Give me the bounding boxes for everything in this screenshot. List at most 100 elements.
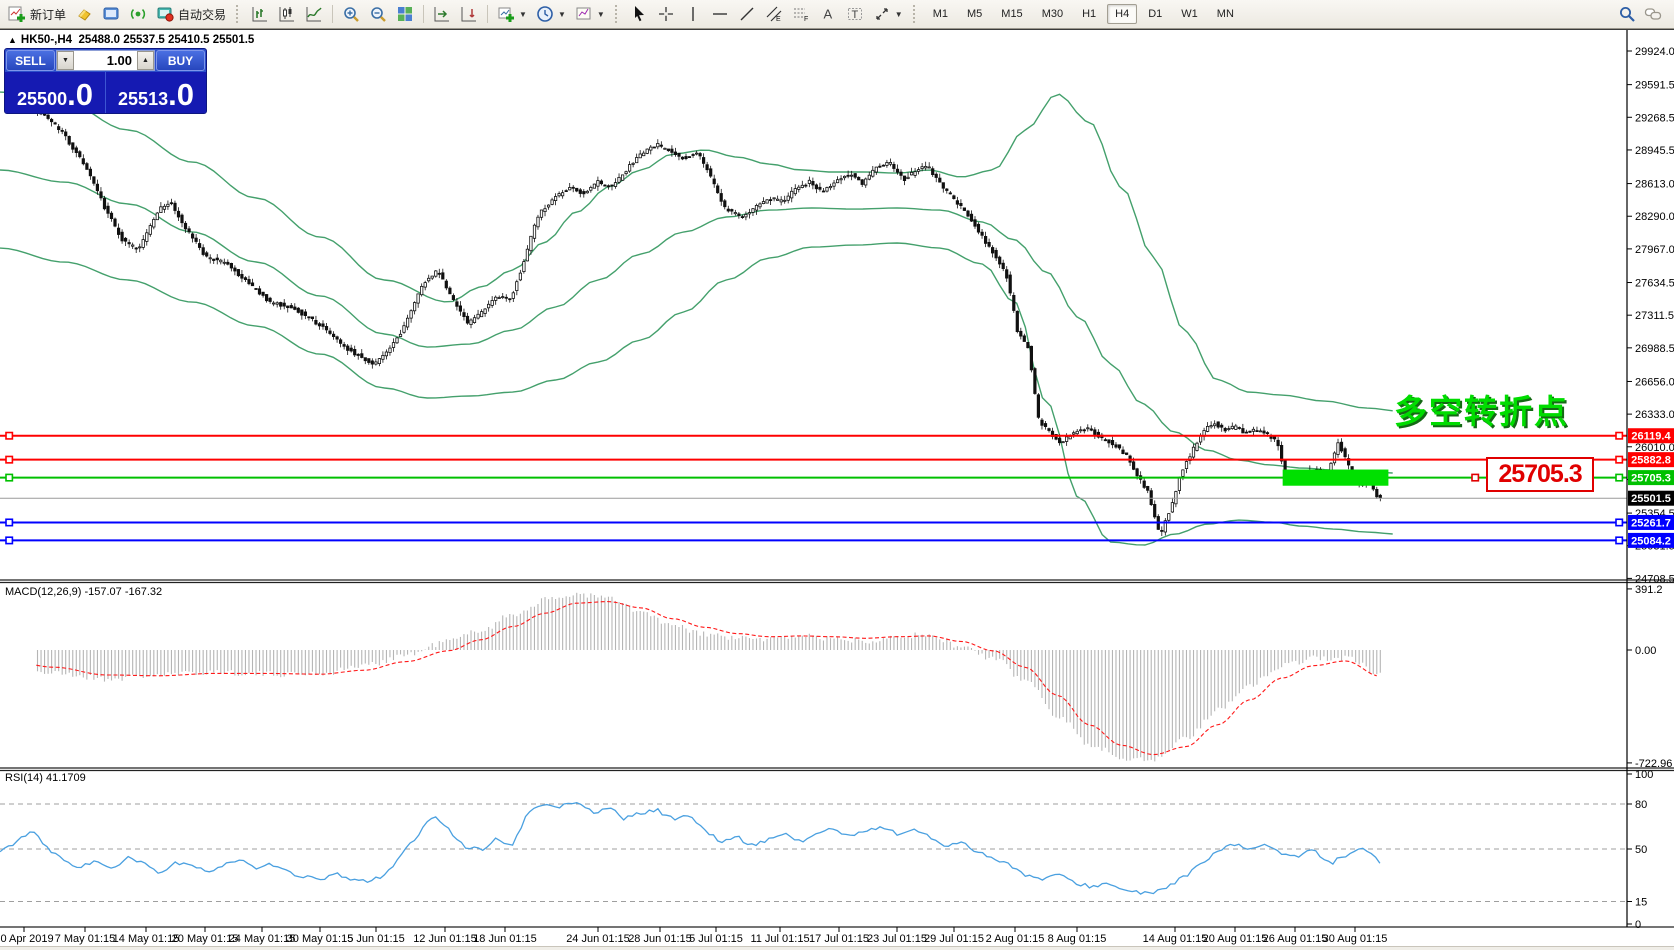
volume-stepper: ▼ 1.00 ▲ [56, 50, 155, 71]
axis-tick-label: 24708.5 [1635, 573, 1674, 585]
gold-icon [78, 9, 91, 21]
time-axis-label: 24 Jun 01:15 [566, 933, 630, 945]
autoscroll-icon [461, 7, 477, 22]
gold-button[interactable] [71, 2, 97, 26]
volume-value[interactable]: 1.00 [106, 53, 132, 68]
timeframe-w1[interactable]: W1 [1181, 8, 1198, 20]
timeframe-m1[interactable]: M1 [932, 8, 948, 20]
candlestick-button[interactable] [274, 2, 300, 26]
tile-windows-icon [398, 7, 413, 21]
autotrading-button[interactable]: 自动交易 [152, 2, 230, 26]
autoscroll-button[interactable] [456, 2, 482, 26]
pane-separators [0, 579, 1674, 928]
rsi-line [0, 802, 1381, 895]
timeframe-h4[interactable]: H4 [1107, 4, 1138, 24]
line-handle[interactable] [5, 455, 14, 464]
buy-button[interactable]: BUY [156, 50, 205, 71]
sell-price[interactable]: 25500.0 [5, 72, 105, 113]
timeframe-m30[interactable]: M30 [1041, 8, 1064, 20]
cursor-icon [634, 6, 644, 22]
tile-windows-button[interactable] [392, 2, 418, 26]
chart-type-group [247, 2, 327, 26]
text-icon: A [823, 7, 832, 22]
price-label-box [1628, 514, 1674, 530]
line-chart-button[interactable] [301, 2, 327, 26]
axis-tick-label: 27311.5 [1635, 310, 1674, 322]
text-button[interactable]: A [815, 2, 841, 26]
chat-icon[interactable] [1644, 5, 1662, 23]
toolbar-grip[interactable] [614, 5, 622, 23]
autotrading-icon [157, 7, 174, 22]
timeframe-m5[interactable]: M5 [967, 8, 983, 20]
buy-price[interactable]: 25513.0 [106, 72, 206, 113]
text-label-icon: T [847, 8, 862, 21]
sell-button[interactable]: SELL [6, 50, 55, 71]
zoom-out-button[interactable] [365, 2, 391, 26]
drawing-tools-group: E F A T ▼ [626, 2, 907, 26]
periods-dropdown[interactable]: ▼ [532, 2, 570, 26]
timeframe-group: M1 M5 M15 M30 H1 H4 D1 W1 MN [924, 4, 1243, 24]
market-button[interactable] [98, 2, 124, 26]
templates-icon [576, 7, 591, 20]
price-axis: 29924.0 29591.5 29268.5 28945.5 28613.0 28290… [1626, 30, 1674, 931]
new-chart-dropdown[interactable]: ▼ [493, 2, 531, 26]
line-handle[interactable] [5, 431, 14, 440]
toolbar-grip[interactable] [236, 5, 243, 23]
toolbar-separator [487, 5, 489, 23]
callout-anchor-handle[interactable] [1471, 473, 1480, 482]
volume-increase-button[interactable]: ▲ [137, 51, 154, 70]
line-handle[interactable] [1615, 431, 1624, 440]
axis-tick-label: 29591.5 [1635, 80, 1674, 92]
templates-dropdown[interactable]: ▼ [571, 2, 609, 26]
line-handle[interactable] [1615, 473, 1624, 482]
macd-pane [36, 592, 1381, 762]
arrows-dropdown[interactable]: ▼ [869, 2, 907, 26]
vertical-line-button[interactable] [680, 2, 706, 26]
trade-panel-top-row: SELL ▼ 1.00 ▲ BUY [5, 49, 206, 72]
time-axis-label: 26 Aug 01:15 [1263, 933, 1328, 945]
line-handle[interactable] [1615, 518, 1624, 527]
timeframe-h1[interactable]: H1 [1082, 8, 1097, 20]
time-axis-label: 14 May 01:15 [113, 933, 180, 945]
line-handle[interactable] [5, 536, 14, 545]
fibonacci-button[interactable]: F [788, 2, 814, 26]
horizontal-line-button[interactable] [707, 2, 733, 26]
axis-tick-label: 50 [1635, 844, 1647, 856]
line-handle[interactable] [1615, 455, 1624, 464]
timeframe-m15[interactable]: M15 [1001, 8, 1023, 20]
volume-decrease-button[interactable]: ▼ [57, 51, 74, 70]
time-axis-label: 18 Jun 01:15 [473, 933, 537, 945]
collapse-triangle-icon[interactable]: ▲ [8, 35, 17, 45]
signals-button[interactable] [125, 2, 151, 26]
timeframe-mn[interactable]: MN [1216, 8, 1234, 20]
time-axis-label: 14 Aug 01:15 [1143, 933, 1208, 945]
toolbar-grip[interactable] [912, 5, 920, 23]
highlight-rectangle[interactable] [1282, 469, 1389, 486]
channel-button[interactable]: E [761, 2, 787, 26]
candlestick-chart-icon [279, 7, 295, 22]
zoom-in-button[interactable] [338, 2, 364, 26]
chart-shift-button[interactable] [429, 2, 455, 26]
line-handle[interactable] [1615, 536, 1624, 545]
text-label-button[interactable]: T [842, 2, 868, 26]
zoom-group [338, 2, 418, 26]
line-handle[interactable] [5, 473, 14, 482]
timeframe-d1[interactable]: D1 [1148, 8, 1163, 20]
svg-text:E: E [776, 16, 781, 23]
line-handle[interactable] [5, 518, 14, 527]
search-icon[interactable] [1618, 5, 1636, 23]
time-axis-label: 7 May 01:15 [55, 933, 116, 945]
horizontal-line-icon [712, 13, 727, 15]
chart-window[interactable]: 29924.0 29591.5 29268.5 28945.5 28613.0 28290… [0, 29, 1674, 950]
svg-text:F: F [804, 16, 808, 23]
new-order-button[interactable]: 新订单 [4, 2, 70, 26]
crosshair-button[interactable] [653, 2, 679, 26]
price-chart-canvas[interactable]: 29924.0 29591.5 29268.5 28945.5 28613.0 28290… [0, 30, 1674, 950]
turning-point-annotation[interactable]: 多空转折点 [1394, 393, 1569, 430]
price-callout-label[interactable]: 25705.3 [1486, 457, 1594, 492]
trendline-button[interactable] [734, 2, 760, 26]
bar-chart-button[interactable] [247, 2, 273, 26]
shift-group [429, 2, 482, 26]
cursor-button[interactable] [626, 2, 652, 26]
zoom-out-icon [371, 7, 386, 22]
